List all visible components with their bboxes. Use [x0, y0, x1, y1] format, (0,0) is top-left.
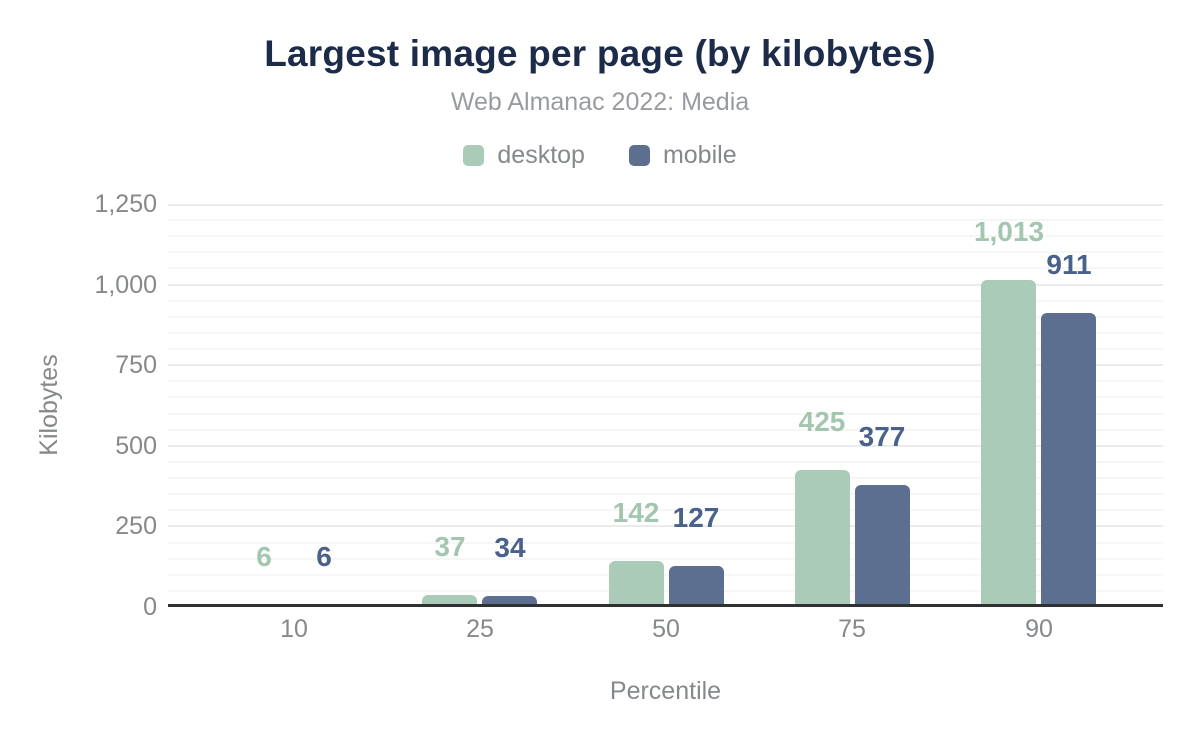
major-gridline [168, 445, 1163, 447]
x-tick-label-50: 50 [652, 615, 680, 643]
bar-desktop-p50[interactable] [609, 561, 664, 607]
plot-area: 6 37 142 425 1,013 6 34 127 377 911 [168, 204, 1163, 607]
major-gridline [168, 284, 1163, 286]
minor-gridline [168, 300, 1163, 302]
chart-title: Largest image per page (by kilobytes) [264, 33, 936, 74]
x-axis-line [168, 604, 1163, 607]
legend-item-desktop[interactable]: desktop [463, 141, 585, 170]
minor-gridline [168, 396, 1163, 398]
x-tick-label-90: 90 [1025, 615, 1053, 643]
value-label-desktop-p10: 6 [256, 541, 272, 572]
bar-desktop-p75[interactable] [795, 470, 850, 607]
minor-gridline [168, 380, 1163, 382]
minor-gridline [168, 493, 1163, 495]
bar-mobile-p75[interactable] [855, 485, 910, 607]
value-label-mobile-p90: 911 [1046, 249, 1092, 280]
minor-gridline [168, 509, 1163, 511]
minor-gridline [168, 477, 1163, 479]
value-label-mobile-p10: 6 [316, 541, 332, 572]
legend-label-desktop: desktop [497, 141, 585, 169]
bar-mobile-p50[interactable] [669, 566, 724, 607]
y-tick-label-1,250: 1,250 [94, 190, 157, 218]
value-label-desktop-p50: 142 [612, 497, 660, 528]
minor-gridline [168, 316, 1163, 318]
y-tick-label-500: 500 [115, 432, 157, 460]
minor-gridline [168, 267, 1163, 269]
x-axis-title: Percentile [609, 677, 722, 705]
value-label-desktop-p25: 37 [434, 531, 466, 562]
legend-swatch-mobile [628, 145, 650, 166]
major-gridline [168, 525, 1163, 527]
major-gridline [168, 204, 1163, 206]
legend-item-mobile[interactable]: mobile [628, 141, 737, 170]
minor-gridline [168, 219, 1163, 221]
minor-gridline [168, 590, 1163, 592]
value-label-mobile-p50: 127 [672, 502, 720, 533]
minor-gridline [168, 332, 1163, 334]
y-tick-label-0: 0 [143, 593, 157, 621]
minor-gridline [168, 558, 1163, 560]
bar-mobile-p25[interactable] [482, 596, 537, 607]
y-tick-label-250: 250 [115, 512, 157, 540]
value-label-desktop-p90: 1,013 [973, 216, 1045, 247]
x-tick-label-10: 10 [280, 615, 308, 643]
value-label-mobile-p75: 377 [858, 421, 906, 452]
x-tick-label-75: 75 [838, 615, 866, 643]
minor-gridline [168, 235, 1163, 237]
minor-gridline [168, 461, 1163, 463]
chart-legend: desktop mobile [0, 141, 1200, 170]
x-tick-label-25: 25 [466, 615, 494, 643]
y-axis-title: Kilobytes [35, 354, 63, 456]
legend-swatch-desktop [463, 145, 485, 166]
minor-gridline [168, 348, 1163, 350]
y-tick-label-1,000: 1,000 [94, 271, 157, 299]
value-label-mobile-p25: 34 [494, 532, 526, 563]
major-gridline [168, 364, 1163, 366]
bar-desktop-p90[interactable] [981, 280, 1036, 607]
y-tick-label-750: 750 [115, 351, 157, 379]
chart-subtitle: Web Almanac 2022: Media [450, 88, 750, 116]
bar-mobile-p90[interactable] [1041, 313, 1096, 607]
minor-gridline [168, 429, 1163, 431]
minor-gridline [168, 413, 1163, 415]
minor-gridline [168, 542, 1163, 544]
minor-gridline [168, 574, 1163, 576]
legend-label-mobile: mobile [662, 141, 737, 169]
value-label-desktop-p75: 425 [798, 406, 846, 437]
minor-gridline [168, 251, 1163, 253]
